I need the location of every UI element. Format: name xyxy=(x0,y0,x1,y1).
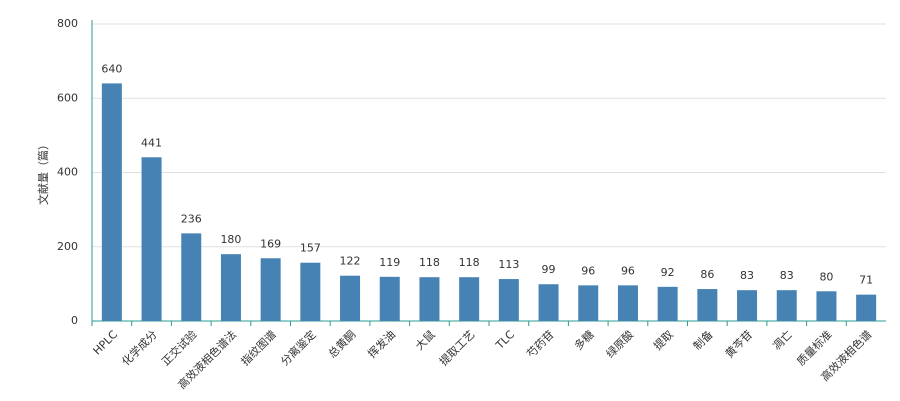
bar xyxy=(697,289,718,321)
x-tick-label: 黄芩苷 xyxy=(722,327,755,360)
value-label: 83 xyxy=(740,269,754,282)
bar xyxy=(181,233,202,321)
x-tick-label: 多糖 xyxy=(571,327,596,352)
bar xyxy=(856,294,877,321)
x-tick-label: 分离鉴定 xyxy=(278,327,319,368)
x-tick-label: 凋亡 xyxy=(770,327,795,352)
bar xyxy=(578,285,599,321)
bar xyxy=(220,254,241,321)
x-tick-label: HPLC xyxy=(91,328,121,358)
bar xyxy=(816,291,837,321)
x-tick-label: 提取 xyxy=(651,328,676,353)
y-tick-label: 600 xyxy=(57,91,78,104)
x-tick-label: 提取工艺 xyxy=(437,328,477,368)
bar xyxy=(141,157,162,321)
y-axis-label: 文献量（篇） xyxy=(36,139,50,205)
value-label: 157 xyxy=(300,242,321,255)
bar xyxy=(419,277,440,321)
y-tick-label: 0 xyxy=(71,314,78,327)
value-label: 113 xyxy=(498,258,519,271)
x-tick-label: 总黄酮 xyxy=(325,327,358,360)
bar xyxy=(101,83,122,322)
value-label: 236 xyxy=(181,212,202,225)
x-tick-label: 质量标准 xyxy=(794,327,835,368)
x-tick-label: 芍药苷 xyxy=(524,327,557,360)
x-tick-label: 制备 xyxy=(690,327,715,352)
bar xyxy=(737,290,758,321)
x-tick-label: 大鼠 xyxy=(412,327,437,352)
y-tick-label: 800 xyxy=(57,17,78,30)
value-label: 119 xyxy=(379,256,400,269)
value-label: 86 xyxy=(700,268,714,281)
value-label: 180 xyxy=(220,233,241,246)
bar xyxy=(459,277,480,321)
bar xyxy=(657,286,678,321)
value-label: 71 xyxy=(859,274,873,287)
bar xyxy=(538,284,559,321)
x-tick-label: TLC xyxy=(493,328,518,353)
value-label: 118 xyxy=(459,256,480,269)
value-label: 99 xyxy=(542,263,556,276)
value-label: 83 xyxy=(780,269,794,282)
y-tick-label: 400 xyxy=(57,166,78,179)
value-label: 441 xyxy=(141,136,162,149)
bar xyxy=(260,258,281,321)
value-label: 96 xyxy=(621,264,635,277)
bar xyxy=(498,279,519,321)
x-tick-label: 绿原酸 xyxy=(603,327,636,360)
bar xyxy=(379,276,400,321)
y-tick-label: 200 xyxy=(57,240,78,253)
value-label: 169 xyxy=(260,237,281,250)
value-label: 640 xyxy=(101,62,122,75)
bar xyxy=(300,262,321,321)
bar xyxy=(776,290,797,321)
x-tick-label: 正交试验 xyxy=(158,327,199,368)
bar xyxy=(617,285,638,321)
value-label: 80 xyxy=(819,270,833,283)
value-label: 92 xyxy=(661,266,675,279)
value-label: 122 xyxy=(340,255,361,268)
x-tick-label: 化学成分 xyxy=(119,327,160,368)
x-tick-label: 指纹图谱 xyxy=(238,327,279,368)
bar xyxy=(340,275,361,321)
value-label: 118 xyxy=(419,256,440,269)
x-tick-label: 挥发油 xyxy=(365,327,398,360)
value-label: 96 xyxy=(581,264,595,277)
